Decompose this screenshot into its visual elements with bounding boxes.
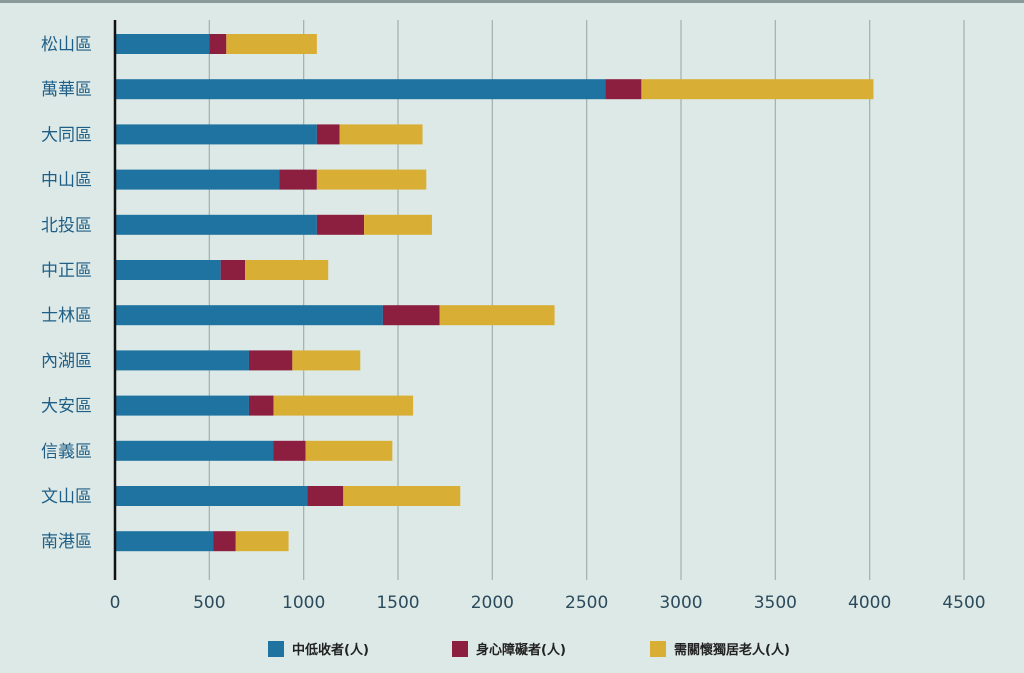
bars <box>115 34 874 552</box>
legend-label-disabled: 身心障礙者(人) <box>476 643 566 658</box>
bar-segment-series-2[interactable] <box>292 350 361 371</box>
bar-segment-series-1[interactable] <box>316 214 365 235</box>
bar-segment-series-1[interactable] <box>209 34 227 54</box>
legend-item-elderly-alone[interactable]: 需關懷獨居老人(人) <box>650 639 790 658</box>
category-label: 信義區 <box>41 442 92 462</box>
bar-segment-series-0[interactable] <box>115 531 214 552</box>
bar-segment-series-0[interactable] <box>115 305 383 326</box>
bar-segment-series-1[interactable] <box>316 124 340 145</box>
x-tick-label: 3500 <box>754 593 797 613</box>
category-label: 中山區 <box>41 171 92 191</box>
x-tick-label: 1000 <box>282 593 325 613</box>
category-label: 大同區 <box>41 125 92 145</box>
bar-segment-series-0[interactable] <box>115 79 606 100</box>
bar-segment-series-1[interactable] <box>273 440 306 461</box>
bar-segment-series-0[interactable] <box>115 440 274 461</box>
category-label: 北投區 <box>41 216 92 236</box>
bar-segment-series-1[interactable] <box>248 350 293 371</box>
legend-swatch-low-income <box>268 640 284 657</box>
legend-swatch-elderly-alone <box>650 640 666 657</box>
bar-segment-series-0[interactable] <box>115 350 249 371</box>
x-tick-labels: 0 500 1000 1500 2000 2500 3000 3500 4000 4500 <box>110 593 986 613</box>
x-tick-label: 3000 <box>659 593 702 613</box>
top-border <box>0 0 1024 3</box>
bar-segment-series-1[interactable] <box>213 531 236 552</box>
bar-segment-series-0[interactable] <box>115 486 308 506</box>
legend-label-low-income: 中低收者(人) <box>292 643 369 658</box>
bar-segment-series-2[interactable] <box>316 169 427 190</box>
x-tick-label: 2500 <box>565 593 608 613</box>
bar-segment-series-1[interactable] <box>220 260 246 280</box>
legend-swatch-disabled <box>452 640 468 657</box>
bar-segment-series-0[interactable] <box>115 124 317 145</box>
bar-segment-series-2[interactable] <box>226 34 317 54</box>
category-label: 內湖區 <box>41 351 92 371</box>
bar-segment-series-1[interactable] <box>382 305 440 326</box>
bar-segment-series-2[interactable] <box>343 486 461 506</box>
bar-segment-series-0[interactable] <box>115 260 221 280</box>
legend-item-low-income[interactable]: 中低收者(人) <box>268 639 369 658</box>
category-label: 大安區 <box>41 397 92 417</box>
legend-item-disabled[interactable]: 身心障礙者(人) <box>452 639 566 658</box>
bar-segment-series-0[interactable] <box>115 169 280 190</box>
x-tick-label: 0 <box>110 593 121 613</box>
x-tick-label: 4000 <box>848 593 891 613</box>
legend-label-elderly-alone: 需關懷獨居老人(人) <box>674 643 790 658</box>
legend: 中低收者(人) 身心障礙者(人) 需關懷獨居老人(人) <box>0 639 1024 661</box>
x-tick-label: 4500 <box>942 593 985 613</box>
bar-segment-series-0[interactable] <box>115 34 210 54</box>
bar-segment-series-1[interactable] <box>248 395 274 416</box>
category-label: 南港區 <box>41 532 92 552</box>
bar-segment-series-1[interactable] <box>605 79 642 100</box>
bar-segment-series-1[interactable] <box>279 169 317 190</box>
bar-segment-series-2[interactable] <box>245 260 329 280</box>
category-label: 萬華區 <box>41 80 92 100</box>
category-label: 松山區 <box>41 35 92 55</box>
bar-segment-series-0[interactable] <box>115 214 317 235</box>
bar-segment-series-2[interactable] <box>235 531 289 552</box>
category-label: 士林區 <box>41 306 92 326</box>
bar-segment-series-1[interactable] <box>307 486 344 506</box>
category-label: 中正區 <box>41 261 92 281</box>
bar-segment-series-2[interactable] <box>439 305 555 326</box>
bar-segment-series-2[interactable] <box>641 79 874 100</box>
bar-segment-series-2[interactable] <box>364 214 432 235</box>
category-label: 文山區 <box>41 487 92 507</box>
bar-segment-series-2[interactable] <box>339 124 423 145</box>
x-tick-label: 1500 <box>376 593 419 613</box>
bar-segment-series-0[interactable] <box>115 395 249 416</box>
bar-segment-series-2[interactable] <box>305 440 393 461</box>
x-tick-label: 500 <box>193 593 225 613</box>
bar-segment-series-2[interactable] <box>273 395 414 416</box>
x-tick-label: 2000 <box>471 593 514 613</box>
